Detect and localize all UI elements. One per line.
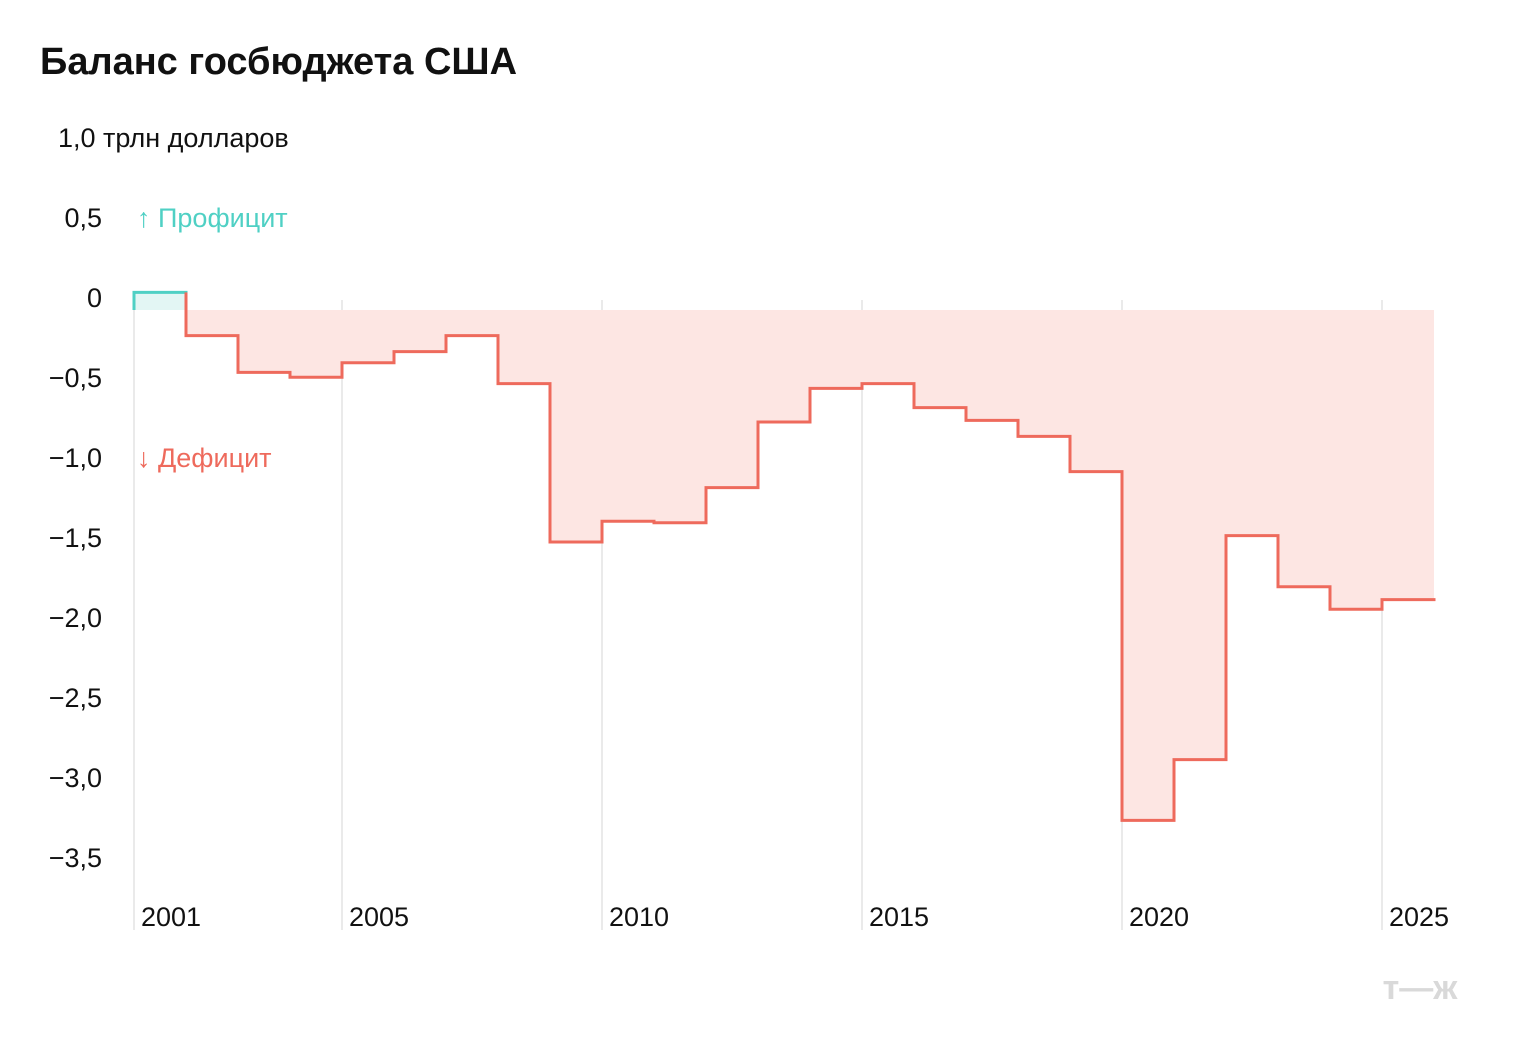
step-area xyxy=(550,310,602,542)
step-area xyxy=(602,310,654,522)
annotation: ↓ Дефицит xyxy=(137,443,272,473)
y-tick-label: −1,0 xyxy=(49,443,102,473)
step-area xyxy=(1122,310,1174,821)
step-area xyxy=(290,310,342,378)
step-area xyxy=(810,310,862,389)
step-area xyxy=(1070,310,1122,472)
step-area xyxy=(1330,310,1382,610)
x-tick-label: 2005 xyxy=(349,902,409,932)
x-tick-label: 2025 xyxy=(1389,902,1449,932)
step-area xyxy=(1018,310,1070,437)
step-area xyxy=(654,310,706,523)
step-area xyxy=(446,310,498,336)
step-area xyxy=(862,310,914,384)
step-area xyxy=(1278,310,1330,587)
step-area xyxy=(1174,310,1226,760)
y-tick-label: −2,0 xyxy=(49,603,102,633)
step-area xyxy=(706,310,758,488)
logo: т—ж xyxy=(1383,969,1459,1007)
y-tick-label: −2,5 xyxy=(49,683,102,713)
annotation: ↑ Профицит xyxy=(137,203,288,233)
step-area xyxy=(914,310,966,408)
y-tick-label: 0,5 xyxy=(64,203,102,233)
step-area xyxy=(238,310,290,373)
step-area xyxy=(186,310,238,336)
y-tick-label: −3,5 xyxy=(49,843,102,873)
x-tick-label: 2001 xyxy=(141,902,201,932)
y-tick-label: 0 xyxy=(87,283,102,313)
step-area xyxy=(758,310,810,422)
step-area xyxy=(1382,310,1434,600)
step-area xyxy=(966,310,1018,421)
step-area xyxy=(498,310,550,384)
chart-title: Баланс госбюджета США xyxy=(40,41,517,83)
y-tick-label: −0,5 xyxy=(49,363,102,393)
step-area xyxy=(394,310,446,352)
y-tick-label: 1,0 трлн долларов xyxy=(58,123,289,153)
x-tick-label: 2010 xyxy=(609,902,669,932)
x-tick-label: 2015 xyxy=(869,902,929,932)
y-tick-label: −3,0 xyxy=(49,763,102,793)
step-area xyxy=(1226,310,1278,536)
step-area xyxy=(342,310,394,363)
y-tick-label: −1,5 xyxy=(49,523,102,553)
step-area xyxy=(134,292,186,310)
x-tick-label: 2020 xyxy=(1129,902,1189,932)
